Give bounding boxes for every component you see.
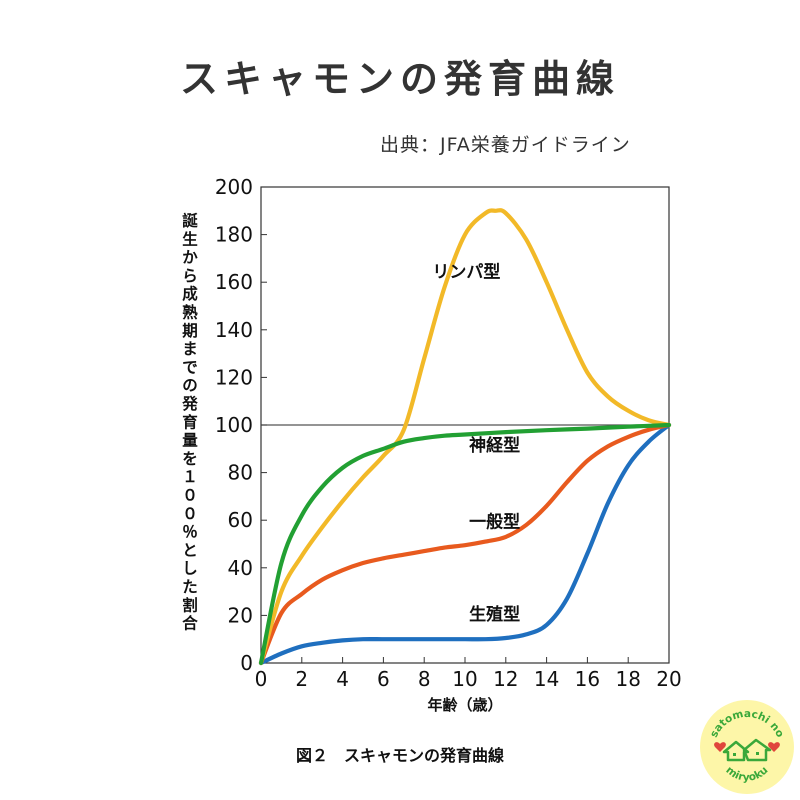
x-tick-label: 18 [615, 667, 640, 691]
y-tick-label: 200 [215, 175, 253, 199]
y-tick-label: 140 [215, 318, 253, 342]
source-note: 出典：JFA栄養ガイドライン [380, 134, 631, 156]
series-line-1 [258, 422, 672, 666]
x-tick-label: 2 [295, 667, 308, 691]
y-tick-label: 0 [240, 651, 253, 675]
y-tick-label: 20 [228, 603, 253, 627]
x-tick-label: 16 [575, 667, 600, 691]
x-tick-label: 20 [656, 667, 681, 691]
series-label: 生殖型 [469, 604, 520, 625]
x-tick-label: 8 [418, 667, 431, 691]
x-tick-label: 6 [377, 667, 390, 691]
y-tick-label: 120 [215, 365, 253, 389]
x-tick-label: 12 [493, 667, 518, 691]
site-logo: satomachi no miryoku [700, 700, 794, 794]
figure-caption: 図２ スキャモンの発育曲線 [295, 746, 504, 765]
house-icon [722, 738, 772, 762]
x-axis-label: 年齢（歳） [427, 696, 502, 714]
y-axis-label: 誕生から成熟期までの発育量を１００％とした割合 [181, 211, 198, 633]
y-tick-label: 180 [215, 223, 253, 247]
y-tick-label: 60 [228, 508, 253, 532]
x-tick-label: 4 [336, 667, 349, 691]
y-tick-label: 80 [228, 461, 253, 485]
series-line-3 [258, 422, 672, 666]
x-tick-label: 10 [452, 667, 477, 691]
x-tick-label: 14 [534, 667, 559, 691]
series-label: リンパ型 [432, 261, 500, 282]
series-label: 一般型 [469, 511, 520, 532]
y-tick-label: 100 [215, 413, 253, 437]
logo-top-text: satomachi no [708, 708, 786, 740]
x-tick-label: 0 [255, 667, 268, 691]
series-line-2 [258, 208, 672, 666]
y-tick-label: 40 [228, 556, 253, 580]
logo-bottom-text: miryoku [723, 764, 770, 784]
y-tick-label: 160 [215, 270, 253, 294]
series-line-0 [258, 422, 672, 666]
page-title: スキャモンの発育曲線 [179, 57, 620, 101]
heart-icon [714, 742, 780, 752]
chart-axes: 0 20 40 60 80 100 120 140 160 180 200 0 2 4 6 8 10 12 14 16… [181, 175, 681, 714]
series-label: 神経型 [469, 435, 520, 456]
chart-series [258, 208, 672, 666]
